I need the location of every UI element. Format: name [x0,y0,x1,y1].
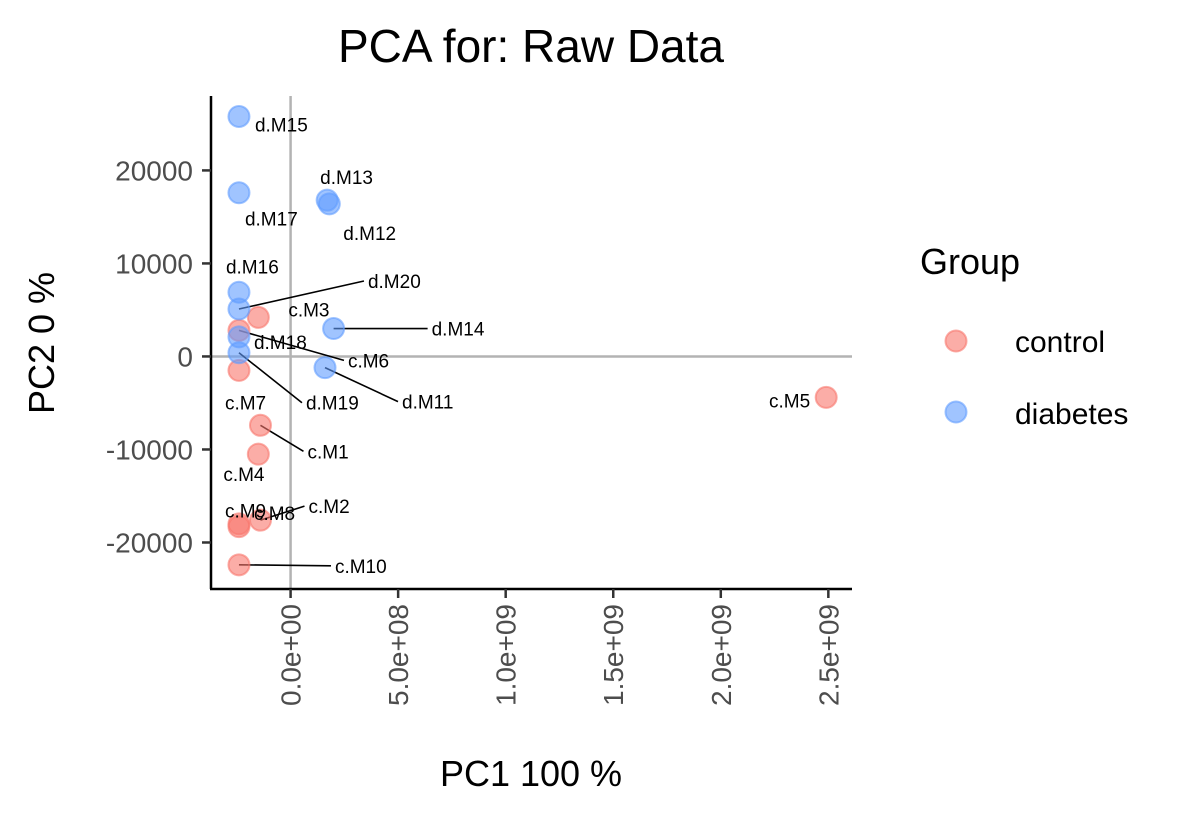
y-axis-ticks: -20000 -10000 0 10000 20000 [106,155,211,558]
legend: Group control diabetes [920,241,1128,431]
label-c-m10: c.M10 [335,557,387,578]
leader-line-d-m19 [238,352,303,404]
label-d-m16: d.M16 [226,257,279,278]
x-axis-title: PC1 100 % [440,753,622,794]
label-c-m9: c.M9 [225,502,266,523]
y-tick-label: -10000 [106,434,193,465]
leader-line-d-m20 [238,280,365,310]
point-labels: c.M1 c.M2 c.M3 c.M4 c.M5 c.M6 c.M7 c.M8c.M9 c.M1… [223,115,810,577]
point-d-m17 [227,181,251,205]
label-c-m3: c.M3 [288,300,329,321]
x-tick-label: 5.0e+08 [383,604,414,706]
leader-line-c-m10 [238,564,331,567]
point-c-m4 [246,442,270,466]
label-c-m5: c.M5 [769,391,810,412]
leader-line-c-m6 [238,329,345,362]
point-d-m14 [322,317,346,341]
legend-label-control: control [1015,326,1105,359]
legend-swatch-control [944,329,968,353]
point-d-m20 [227,297,251,321]
point-c-m3 [246,305,270,329]
label-c-m6: c.M6 [348,351,389,372]
label-c-m8: c.M8 [254,504,295,525]
label-d-m11: d.M11 [402,393,453,414]
label-d-m12: d.M12 [343,224,396,245]
x-tick-label: 2.0e+09 [706,604,737,706]
x-tick-label: 0.0e+00 [276,604,307,706]
y-tick-label: -20000 [106,527,193,558]
label-c-m4: c.M4 [223,465,265,486]
label-d-m18: d.M18 [254,333,307,354]
point-d-m19 [227,341,251,365]
point-c-m2 [248,508,272,532]
x-axis-ticks: 0.0e+00 5.0e+08 1.0e+09 1.5e+09 2.0e+09 2.5e+… [276,589,844,706]
leader-line-d-m11 [324,366,399,403]
label-d-m17: d.M17 [245,210,298,231]
label-d-m19: d.M19 [306,394,359,415]
chart-title: PCA for: Raw Data [338,20,724,72]
legend-label-diabetes: diabetes [1015,398,1128,431]
label-c-m2: c.M2 [308,497,349,518]
label-d-m15: d.M15 [255,115,308,136]
point-c-m10 [227,553,251,577]
y-axis-title: PC2 0 % [21,272,62,414]
point-c-m1 [248,413,272,437]
label-d-m14: d.M14 [432,320,485,341]
x-tick-label: 1.5e+09 [598,604,629,706]
point-d-m15 [227,104,251,128]
label-c-m7: c.M7 [225,393,266,414]
legend-swatch-diabetes [944,400,968,424]
legend-title: Group [920,241,1020,282]
y-tick-label: 20000 [115,155,193,186]
label-d-m13: d.M13 [320,168,373,189]
y-tick-label: 0 [177,341,193,372]
plot-area: c.M1 c.M2 c.M3 c.M4 c.M5 c.M6 c.M7 c.M8c.M9 c.M1… [106,96,852,706]
point-d-m13 [315,188,339,212]
point-c-m9 [227,515,251,539]
y-tick-label: 10000 [115,248,193,279]
point-c-m5 [814,385,838,409]
point-d-m11 [313,356,337,380]
data-points [227,104,838,577]
x-tick-label: 2.5e+09 [813,604,844,706]
x-tick-label: 1.0e+09 [491,604,522,706]
label-c-m1: c.M1 [307,442,348,463]
label-d-m20: d.M20 [368,272,421,293]
